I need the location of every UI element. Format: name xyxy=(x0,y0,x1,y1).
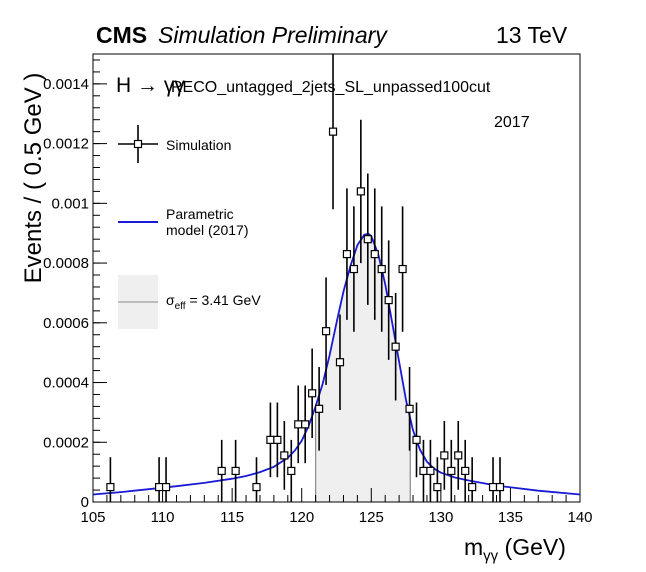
data-point xyxy=(391,342,400,351)
sigma-subscript: eff xyxy=(174,300,186,312)
data-point xyxy=(294,420,303,429)
x-tick-label: 120 xyxy=(289,509,314,526)
y-axis-title: Events / ( 0.5 GeV ) xyxy=(20,72,47,284)
y-tick-label: 0.001 xyxy=(51,195,89,212)
legend-sigma-eff-label: σeff = 3.41 GeV xyxy=(166,292,261,315)
experiment-label: CMS xyxy=(96,22,148,48)
data-point xyxy=(231,466,240,476)
data-point xyxy=(454,451,463,460)
data-point xyxy=(488,482,498,492)
data-point xyxy=(273,435,282,444)
status-label: Simulation Preliminary xyxy=(158,22,387,48)
data-point xyxy=(280,451,289,460)
y-tick-label: 0.0004 xyxy=(43,375,89,392)
data-point xyxy=(370,250,379,259)
data-point xyxy=(412,435,421,444)
data-point xyxy=(447,466,456,476)
data-point xyxy=(440,451,449,460)
data-point xyxy=(349,264,358,274)
data-point xyxy=(342,250,352,259)
data-point xyxy=(106,482,115,492)
x-axis-title: mγγ (GeV) xyxy=(464,534,566,565)
data-point xyxy=(252,482,261,492)
data-point xyxy=(356,187,365,196)
data-point xyxy=(461,466,470,476)
legend-model-line2: model (2017) xyxy=(166,222,249,238)
data-point xyxy=(398,264,407,274)
plot-frame xyxy=(92,53,581,503)
data-point xyxy=(154,482,164,492)
data-point xyxy=(266,435,275,444)
data-point xyxy=(315,404,324,413)
y-tick-label: 0.0002 xyxy=(43,434,89,451)
legend-sim-marker xyxy=(133,139,143,149)
y-tick-label: 0.0014 xyxy=(43,76,89,93)
data-point xyxy=(321,327,331,336)
data-point xyxy=(287,466,296,476)
legend-model-label: Parametric model (2017) xyxy=(166,206,249,238)
process-label: H → γγ xyxy=(116,74,185,97)
x-tick-label: 130 xyxy=(428,509,453,526)
sigma-symbol: σ xyxy=(166,292,175,308)
data-point xyxy=(328,127,338,136)
x-tick-label: 105 xyxy=(80,509,105,526)
y-tick-label: 0 xyxy=(81,494,89,511)
data-point xyxy=(384,296,393,305)
data-point xyxy=(419,466,428,476)
sigma-value: = 3.41 GeV xyxy=(189,292,261,308)
x-tick-label: 135 xyxy=(498,509,523,526)
category-tag: RECO_untagged_2jets_SL_unpassed100cut xyxy=(171,79,491,96)
data-point xyxy=(217,466,226,476)
x-tick-label: 110 xyxy=(151,509,175,526)
data-point xyxy=(426,466,435,476)
legend-model-line1: Parametric xyxy=(166,206,234,222)
data-point xyxy=(161,482,171,492)
data-point xyxy=(405,404,414,413)
energy-label: 13 TeV xyxy=(496,22,568,48)
y-tick-label: 0.0006 xyxy=(43,315,89,332)
data-point xyxy=(468,482,477,492)
data-point xyxy=(335,358,345,367)
y-tick-label: 0.0008 xyxy=(43,255,89,272)
data-point xyxy=(363,235,372,244)
x-tick-label: 140 xyxy=(567,509,592,526)
year-label: 2017 xyxy=(494,114,530,131)
legend-simulation-label: Simulation xyxy=(166,137,232,153)
data-point xyxy=(495,482,505,492)
data-point xyxy=(308,389,317,398)
y-tick-label: 0.0012 xyxy=(43,136,89,153)
x-tick-label: 115 xyxy=(220,509,244,526)
data-point xyxy=(301,420,310,429)
data-point xyxy=(377,264,386,274)
x-tick-label: 125 xyxy=(359,509,384,526)
data-point xyxy=(433,482,442,492)
